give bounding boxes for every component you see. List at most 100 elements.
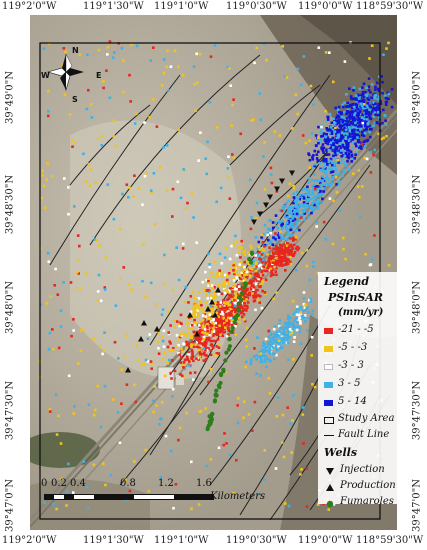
psinsar-point — [346, 133, 349, 136]
psinsar-point — [351, 129, 354, 133]
psinsar-point — [227, 289, 231, 293]
psinsar-point — [162, 58, 166, 61]
psinsar-point — [198, 341, 201, 344]
psinsar-point — [292, 253, 296, 256]
psinsar-point — [278, 134, 282, 137]
psinsar-point — [161, 339, 165, 343]
psinsar-point — [165, 144, 169, 147]
psinsar-point — [208, 322, 211, 325]
psinsar-point — [301, 188, 305, 192]
psinsar-point — [315, 185, 319, 188]
psinsar-point — [211, 287, 215, 290]
psinsar-point — [315, 220, 319, 224]
psinsar-point — [298, 319, 302, 323]
psinsar-point — [245, 276, 248, 279]
psinsar-point — [289, 218, 293, 222]
psinsar-point — [361, 130, 364, 134]
psinsar-point — [299, 193, 302, 197]
psinsar-point — [304, 204, 308, 207]
psinsar-point — [375, 81, 379, 85]
psinsar-point — [99, 425, 103, 429]
psinsar-point — [301, 196, 304, 200]
psinsar-point — [176, 180, 180, 184]
legend-fumaroles-label: Fumaroles — [340, 496, 394, 507]
psinsar-point — [347, 168, 351, 171]
psinsar-point — [344, 164, 348, 167]
psinsar-point — [264, 349, 268, 353]
psinsar-point — [355, 113, 359, 116]
psinsar-point — [315, 225, 318, 228]
psinsar-point — [150, 367, 153, 370]
psinsar-point — [140, 363, 144, 367]
psinsar-point — [246, 274, 249, 278]
psinsar-point — [302, 316, 305, 320]
psinsar-point — [262, 341, 265, 344]
psinsar-point — [203, 340, 207, 344]
psinsar-point — [89, 168, 93, 171]
psinsar-point — [314, 200, 317, 204]
psinsar-point — [299, 216, 303, 219]
psinsar-point — [349, 95, 353, 98]
psinsar-point — [177, 343, 180, 347]
production-well — [154, 326, 160, 332]
psinsar-point — [327, 149, 331, 152]
psinsar-point — [263, 449, 267, 452]
psinsar-point — [350, 128, 353, 131]
psinsar-point — [267, 359, 271, 362]
psinsar-point — [232, 243, 235, 247]
psinsar-point — [361, 113, 365, 116]
psinsar-point — [228, 257, 232, 261]
psinsar-point — [273, 130, 277, 133]
psinsar-point — [150, 362, 154, 366]
psinsar-point — [274, 232, 277, 235]
psinsar-point — [289, 262, 293, 266]
psinsar-point — [231, 286, 235, 290]
psinsar-point — [255, 354, 258, 357]
psinsar-point — [130, 288, 133, 292]
psinsar-point — [303, 316, 307, 319]
psinsar-point — [135, 344, 138, 347]
psinsar-point — [230, 244, 233, 248]
psinsar-point — [244, 287, 248, 291]
psinsar-point — [367, 114, 371, 117]
psinsar-point — [313, 385, 317, 389]
psinsar-point — [238, 287, 242, 290]
legend-fault-line-swatch — [324, 435, 334, 436]
psinsar-point — [275, 246, 279, 249]
psinsar-point — [268, 254, 272, 258]
psinsar-point — [368, 108, 371, 111]
psinsar-point — [286, 242, 289, 245]
psinsar-point — [100, 144, 104, 147]
psinsar-point — [277, 339, 281, 342]
psinsar-point — [256, 288, 259, 292]
psinsar-point — [213, 286, 216, 289]
psinsar-point — [279, 260, 283, 264]
psinsar-point — [199, 337, 203, 341]
psinsar-point — [125, 383, 129, 386]
psinsar-point — [299, 83, 303, 87]
psinsar-point — [301, 309, 305, 313]
psinsar-point — [201, 331, 204, 334]
psinsar-point — [239, 132, 242, 136]
psinsar-point — [257, 264, 261, 268]
psinsar-point — [249, 362, 253, 366]
psinsar-point — [365, 157, 369, 161]
psinsar-point — [158, 423, 161, 426]
psinsar-point — [207, 347, 210, 350]
psinsar-point — [292, 312, 295, 316]
psinsar-point — [329, 138, 332, 142]
psinsar-point — [321, 197, 324, 201]
psinsar-point — [259, 352, 262, 355]
psinsar-point — [247, 283, 251, 287]
psinsar-point — [249, 266, 252, 270]
psinsar-point — [337, 182, 341, 186]
psinsar-point — [195, 345, 198, 348]
psinsar-point — [364, 111, 368, 115]
psinsar-point — [337, 180, 341, 183]
psinsar-point — [346, 124, 349, 127]
psinsar-point — [353, 128, 356, 132]
psinsar-point — [274, 214, 278, 217]
psinsar-point — [205, 278, 208, 282]
psinsar-point — [309, 300, 313, 303]
psinsar-point — [216, 303, 219, 306]
